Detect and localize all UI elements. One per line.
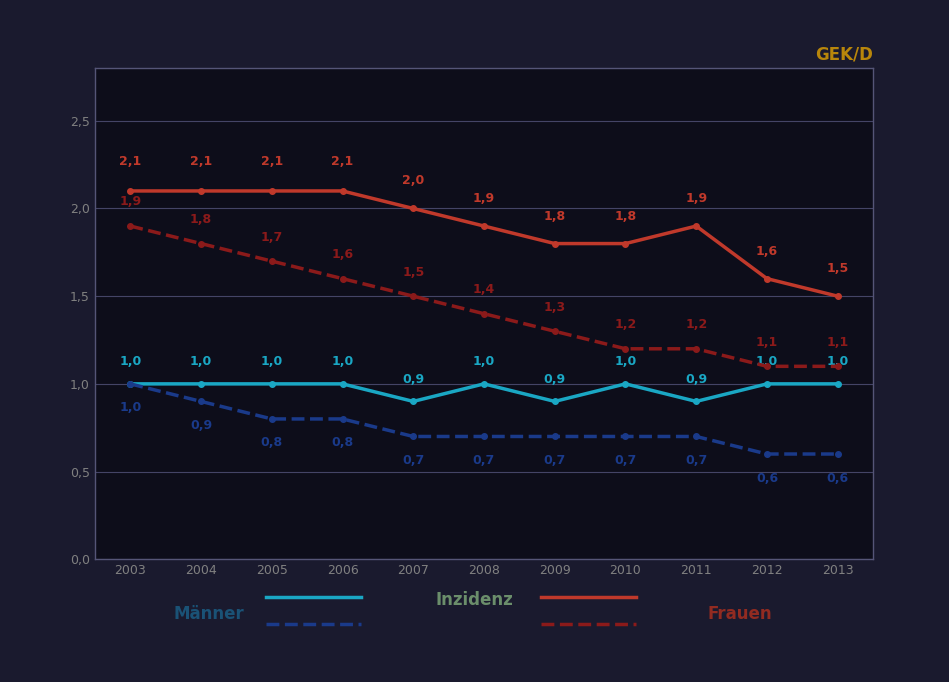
Text: 1,9: 1,9 bbox=[120, 196, 141, 209]
Text: 0,9: 0,9 bbox=[544, 372, 566, 385]
Text: 0,7: 0,7 bbox=[402, 454, 424, 467]
Text: Männer: Männer bbox=[174, 605, 244, 623]
Text: 0,8: 0,8 bbox=[331, 436, 354, 449]
Text: 1,0: 1,0 bbox=[120, 355, 141, 368]
Text: 1,8: 1,8 bbox=[544, 209, 566, 222]
Text: 0,7: 0,7 bbox=[544, 454, 566, 467]
Text: Inzidenz: Inzidenz bbox=[436, 591, 513, 609]
Text: 1,0: 1,0 bbox=[755, 355, 778, 368]
Text: 2,1: 2,1 bbox=[190, 155, 213, 168]
Text: 1,3: 1,3 bbox=[544, 301, 566, 314]
Text: 0,8: 0,8 bbox=[261, 436, 283, 449]
Text: 0,6: 0,6 bbox=[756, 471, 778, 484]
Text: 1,0: 1,0 bbox=[120, 402, 141, 415]
Text: 1,8: 1,8 bbox=[190, 213, 212, 226]
Text: Frauen: Frauen bbox=[708, 605, 772, 623]
Text: 0,9: 0,9 bbox=[190, 419, 212, 432]
Text: 2,0: 2,0 bbox=[402, 175, 424, 188]
Text: 1,5: 1,5 bbox=[402, 266, 424, 279]
Text: 0,7: 0,7 bbox=[473, 454, 495, 467]
Text: 1,2: 1,2 bbox=[614, 318, 637, 331]
Text: 0,9: 0,9 bbox=[402, 372, 424, 385]
Text: 2,1: 2,1 bbox=[331, 155, 354, 168]
Text: 1,7: 1,7 bbox=[261, 231, 283, 243]
Text: 2,1: 2,1 bbox=[120, 155, 141, 168]
Text: 1,2: 1,2 bbox=[685, 318, 707, 331]
Text: 1,8: 1,8 bbox=[614, 209, 637, 222]
Text: 1,9: 1,9 bbox=[685, 192, 707, 205]
Text: 1,0: 1,0 bbox=[331, 355, 354, 368]
Text: 1,1: 1,1 bbox=[755, 336, 778, 349]
Text: 2,1: 2,1 bbox=[261, 155, 283, 168]
Text: 0,7: 0,7 bbox=[685, 454, 707, 467]
Text: 0,6: 0,6 bbox=[827, 471, 848, 484]
Text: 0,7: 0,7 bbox=[614, 454, 637, 467]
Text: 1,4: 1,4 bbox=[473, 283, 495, 296]
Text: 1,1: 1,1 bbox=[827, 336, 848, 349]
Text: 1,0: 1,0 bbox=[473, 355, 495, 368]
Text: 1,6: 1,6 bbox=[756, 245, 778, 258]
Text: 1,0: 1,0 bbox=[190, 355, 213, 368]
Text: GEK/D: GEK/D bbox=[815, 46, 873, 63]
Text: 1,6: 1,6 bbox=[331, 248, 354, 261]
Text: 1,9: 1,9 bbox=[473, 192, 495, 205]
Text: 1,5: 1,5 bbox=[827, 262, 848, 275]
Text: 0,9: 0,9 bbox=[685, 372, 707, 385]
Text: 1,0: 1,0 bbox=[261, 355, 283, 368]
Text: 1,0: 1,0 bbox=[827, 355, 848, 368]
Text: 1,0: 1,0 bbox=[614, 355, 637, 368]
